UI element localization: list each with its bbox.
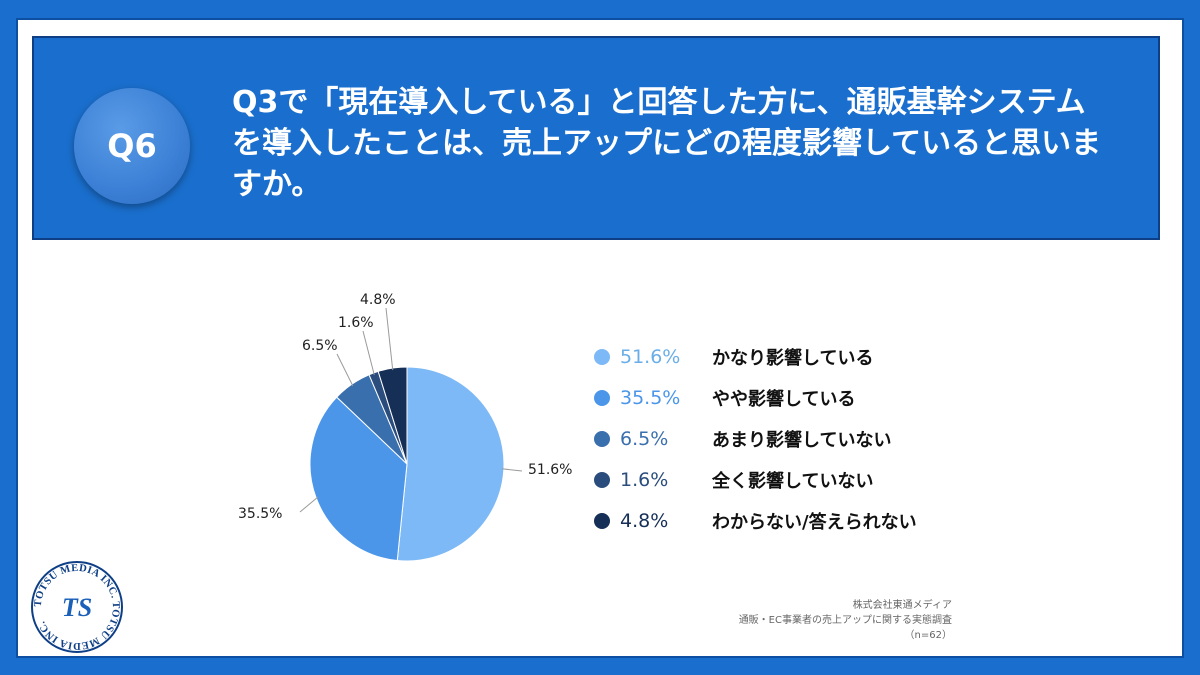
pie-slice-1 [396,366,505,562]
legend-value: 4.8% [620,509,669,532]
legend-label: わからない/答えられない [712,511,917,533]
legend-swatch [594,512,610,529]
pie-value-label-3: 6.5% [302,338,338,354]
legend-value: 35.5% [620,386,681,409]
leader-line-3 [336,353,354,387]
source-company: 株式会社東通メディア [852,600,952,611]
legend-swatch [594,471,610,488]
question-text: Q3で「現在導入している」と回答した方に、通販基幹システムを導入したことは、売上… [232,85,1102,202]
leader-line-1 [501,468,523,472]
source-sample: （n=62） [904,630,952,641]
legend-item: 6.5% あまり影響していない [594,418,1014,459]
legend-swatch [594,389,610,406]
source-note: 株式会社東通メディア 通販・EC事業者の売上アップに関する実態調査 （n=62） [700,598,952,643]
logo-mark: TS [62,593,92,622]
totsu-media-logo: TOTSU MEDIA INC. TOTSU MEDIA INC. TS [31,561,123,653]
pie-value-label-2: 35.5% [238,506,282,522]
source-survey: 通販・EC事業者の売上アップに関する実態調査 [738,615,952,626]
legend-label: 全く影響していない [712,470,874,492]
legend-value: 1.6% [620,468,669,491]
question-number-badge: Q6 [74,88,190,204]
pie-slice-2 [309,396,408,562]
question-header [32,36,1160,240]
leader-line-5 [385,307,394,371]
legend-value: 51.6% [620,345,681,368]
legend-item: 35.5% やや影響している [594,377,1014,418]
pie-leader-lines [299,307,523,513]
legend-label: かなり影響している [712,347,874,369]
legend-label: やや影響している [712,388,856,410]
legend-item: 51.6% かなり影響している [594,336,1014,377]
legend-item: 4.8% わからない/答えられない [594,500,1014,541]
pie-value-label-1: 51.6% [528,462,572,478]
chart-legend: 51.6% かなり影響している 35.5% やや影響している 6.5% あまり影響していな… [594,336,1014,541]
legend-label: あまり影響していない [712,429,892,451]
legend-swatch [594,430,610,447]
pie-value-label-5: 4.8% [360,292,396,308]
leader-line-4 [362,330,375,375]
pie-value-labels: 51.6% 35.5% 6.5%1.6% 4.8% [238,292,572,522]
legend-swatch [594,348,610,365]
legend-item: 1.6% 全く影響していない [594,459,1014,500]
legend-value: 6.5% [620,427,669,450]
pie-value-label-4: 1.6% [338,315,374,331]
leader-line-2 [299,496,319,513]
pie-slices [309,366,505,562]
